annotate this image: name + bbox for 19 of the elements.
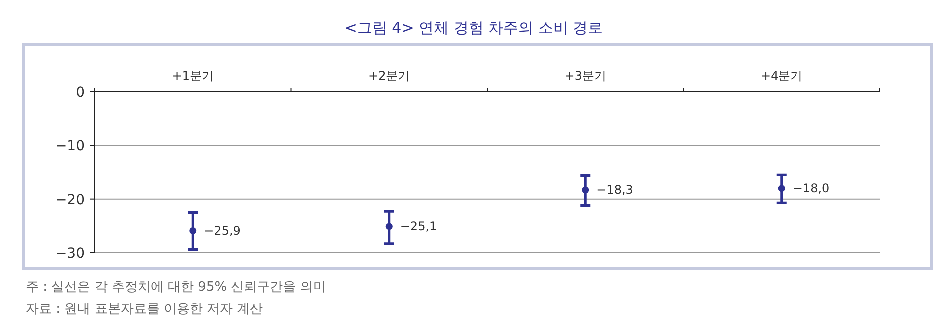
text: 주 : 실선은 각 추정치에 대한 95% 신뢰구간을 의미 [26,280,326,295]
y-tick-label: −10 [55,138,85,155]
x-tick-label: +1분기 [172,69,214,83]
point [778,185,786,192]
x-tick-label: +4분기 [761,69,803,83]
data-label: −25,9 [204,224,241,238]
y-tick-label: −30 [55,246,85,262]
x-tick-label: +2분기 [368,69,410,83]
x-tick-label: +3분기 [564,69,606,83]
y-tick-label: −20 [55,192,85,208]
data-label: −18,0 [792,182,830,196]
point [386,223,393,230]
point [190,227,197,234]
point [582,186,590,194]
chart-title: <그림 4> 연체 경험 차주의 소비 경로 [344,19,604,37]
data-label: −25,1 [400,220,438,234]
data-label: −18,3 [596,183,634,198]
text: 자료 : 원내 표본자료를 이용한 저자 계산 [26,302,264,317]
y-tick-label: 0 [76,85,85,101]
